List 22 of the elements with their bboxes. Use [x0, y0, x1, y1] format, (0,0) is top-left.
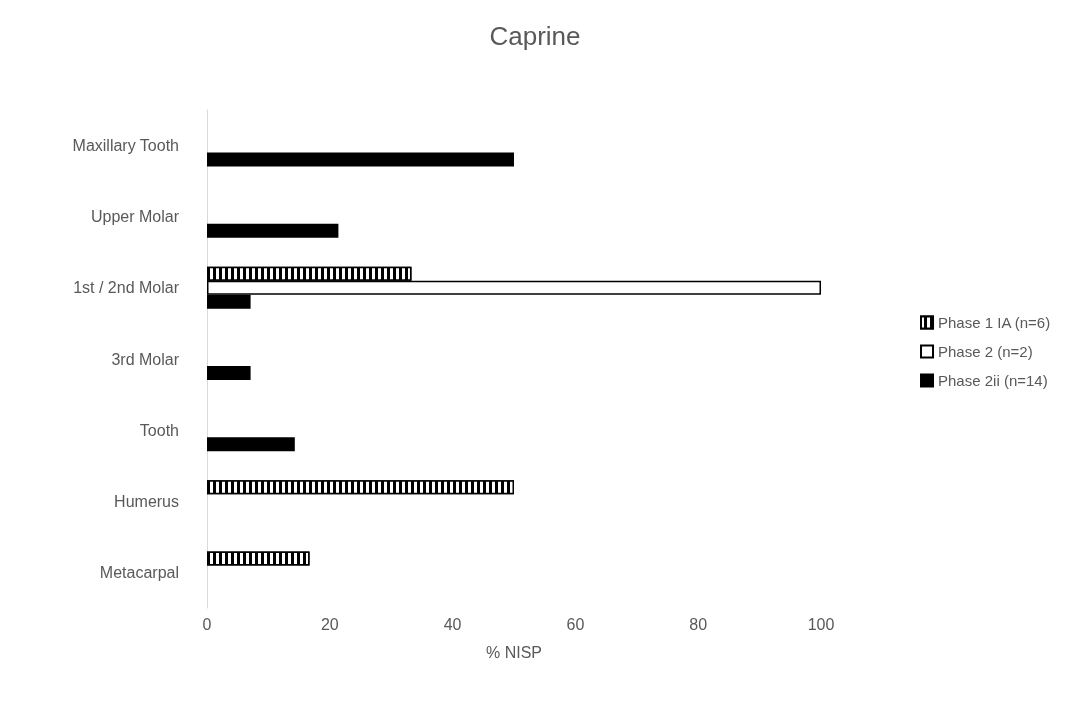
- bar: [207, 223, 339, 238]
- x-tick-label: 80: [689, 615, 708, 633]
- bar: [207, 437, 295, 452]
- y-tick-label: Humerus: [114, 492, 179, 510]
- x-tick-label: 20: [320, 615, 339, 633]
- x-tick-label: 0: [202, 615, 212, 633]
- bar: [207, 366, 251, 380]
- bar: [207, 152, 514, 167]
- y-tick-label: Tooth: [139, 421, 179, 439]
- chart-title: Caprine: [489, 21, 581, 51]
- x-axis-title: % NISP: [485, 643, 543, 661]
- legend-label: Phase 1 IA (n=6): [938, 314, 1051, 331]
- legend-label: Phase 2ii (n=14): [938, 372, 1048, 389]
- y-tick-label: Metacarpal: [99, 563, 179, 581]
- x-tick-label: 100: [807, 615, 835, 633]
- y-tick-label: 3rd Molar: [111, 350, 180, 368]
- y-tick-label: Upper Molar: [90, 208, 180, 226]
- x-tick-label: 60: [566, 615, 585, 633]
- y-tick-label: Maxillary Tooth: [72, 137, 179, 155]
- legend-label: Phase 2 (n=2): [938, 343, 1033, 360]
- y-tick-label: 1st / 2nd Molar: [73, 279, 180, 297]
- x-tick-label: 40: [443, 615, 462, 633]
